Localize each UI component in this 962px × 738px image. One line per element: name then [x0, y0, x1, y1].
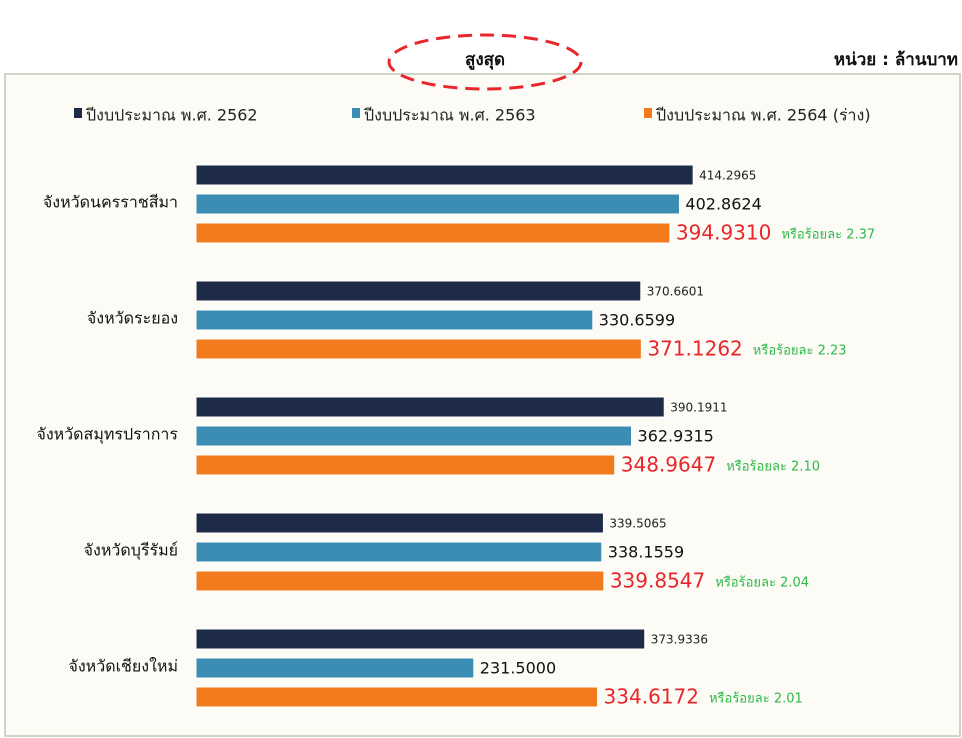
- value-label: 402.8624: [685, 195, 761, 214]
- value-label: 390.1911: [670, 401, 727, 415]
- unit-label: หน่วย : ล้านบาท: [834, 50, 958, 70]
- value-label: 370.6601: [647, 285, 704, 299]
- value-label: 334.6172: [604, 685, 699, 709]
- value-label: 414.2965: [699, 169, 756, 183]
- value-label: 330.6599: [599, 311, 675, 330]
- legend-swatch: [352, 108, 360, 118]
- category-label: จังหวัดนครราชสีมา: [43, 193, 178, 212]
- annotation: หรือร้อยละ 2.37: [781, 227, 875, 243]
- value-label: 348.9647: [621, 453, 716, 477]
- bar: [195, 570, 605, 592]
- bar: [195, 628, 646, 650]
- bar: [195, 193, 680, 215]
- bar: [195, 164, 694, 186]
- value-label: 339.5065: [609, 517, 666, 531]
- legend-label: ปีงบประมาณ พ.ศ. 2563: [364, 106, 536, 125]
- annotation: หรือร้อยละ 2.01: [709, 691, 803, 707]
- highlight-label: สูงสุด: [465, 50, 505, 71]
- bar: [195, 338, 642, 360]
- bar: [195, 454, 616, 476]
- annotation: หรือร้อยละ 2.23: [753, 343, 847, 359]
- bar: [195, 280, 642, 302]
- bar: [195, 309, 594, 331]
- value-label: 339.8547: [610, 569, 705, 593]
- value-label: 394.9310: [676, 221, 771, 245]
- category-label: จังหวัดเชียงใหม่: [68, 657, 178, 676]
- legend-label: ปีงบประมาณ พ.ศ. 2562: [86, 106, 258, 125]
- value-label: 338.1559: [608, 543, 684, 562]
- category-label: จังหวัดบุรีรัมย์: [84, 541, 178, 561]
- category-label: จังหวัดระยอง: [87, 309, 178, 328]
- bar: [195, 396, 665, 418]
- value-label: 231.5000: [480, 659, 556, 678]
- value-label: 371.1262: [647, 337, 742, 361]
- legend-label: ปีงบประมาณ พ.ศ. 2564 (ร่าง): [656, 106, 871, 125]
- bar: [195, 541, 603, 563]
- legend-swatch: [644, 108, 652, 118]
- annotation: หรือร้อยละ 2.04: [715, 575, 809, 591]
- bar: [195, 425, 633, 447]
- annotation: หรือร้อยละ 2.10: [726, 459, 820, 475]
- value-label: 373.9336: [651, 633, 708, 647]
- category-label: จังหวัดสมุทรปราการ: [36, 425, 178, 445]
- highlight-ring: [387, 33, 583, 91]
- bar: [195, 222, 671, 244]
- bar: [195, 512, 604, 534]
- bar: [195, 686, 599, 708]
- value-label: 362.9315: [638, 427, 714, 446]
- legend-swatch: [74, 108, 82, 118]
- bar: [195, 657, 475, 679]
